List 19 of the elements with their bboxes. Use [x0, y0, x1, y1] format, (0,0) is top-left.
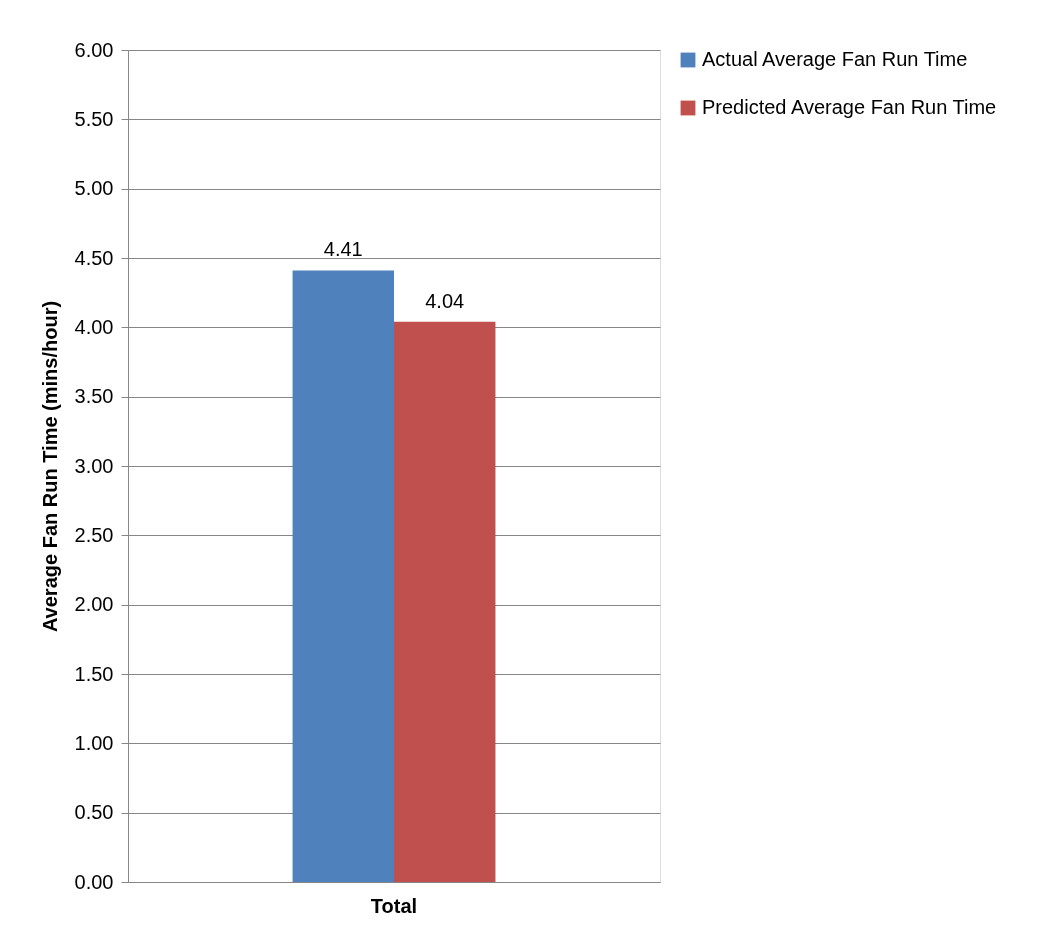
- y-tick-label: 0.00: [74, 870, 114, 893]
- y-tick-label: 3.50: [74, 385, 114, 408]
- y-tick-label: 0.50: [74, 801, 114, 824]
- legend-label: Predicted Average Fan Run Time: [702, 96, 997, 118]
- y-axis-title: Average Fan Run Time (mins/hour): [38, 300, 61, 633]
- y-tick-label: 5.00: [74, 177, 114, 200]
- y-tick-label: 1.50: [74, 662, 114, 685]
- y-tick-label: 4.00: [74, 315, 114, 338]
- y-tick-label: 1.00: [74, 731, 114, 754]
- data-label: 4.41: [323, 238, 363, 261]
- y-tick-label: 2.50: [74, 523, 114, 546]
- y-tick-label: 3.00: [74, 454, 114, 477]
- y-tick-label: 6.00: [74, 38, 114, 61]
- y-tick-label: 4.50: [74, 246, 114, 269]
- x-tick-label: Total: [370, 894, 418, 917]
- legend-label: Actual Average Fan Run Time: [702, 48, 968, 70]
- y-tick-label: 5.50: [74, 107, 114, 130]
- y-tick-label: 2.00: [74, 593, 114, 616]
- data-label: 4.04: [425, 289, 465, 312]
